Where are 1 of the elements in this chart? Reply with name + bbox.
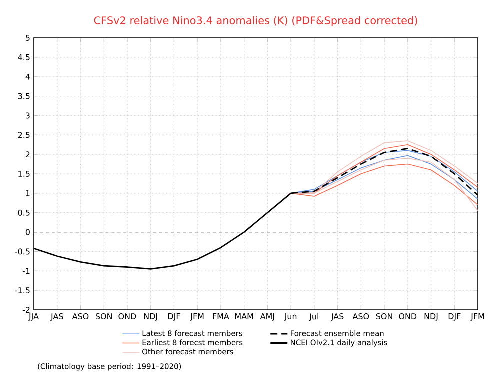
chart-title: CFSv2 relative Nino3.4 anomalies (K) (PDF&Spread corrected) bbox=[94, 16, 418, 27]
